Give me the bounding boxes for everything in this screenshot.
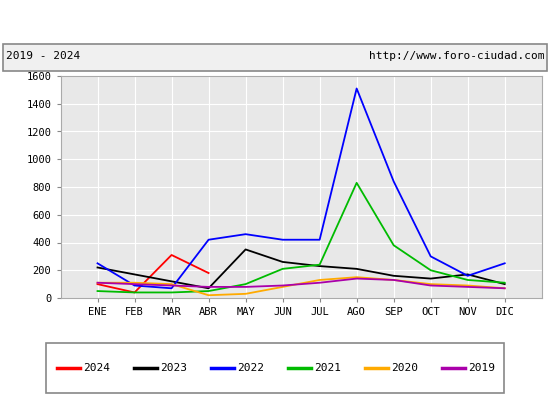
Text: 2019: 2019 xyxy=(469,363,496,373)
Text: 2024: 2024 xyxy=(84,363,111,373)
Text: 2019 - 2024: 2019 - 2024 xyxy=(6,52,80,62)
Text: 2021: 2021 xyxy=(315,363,342,373)
Text: Evolucion Nº Turistas Nacionales en el municipio de Jaramillo de la Fuente: Evolucion Nº Turistas Nacionales en el m… xyxy=(29,14,521,28)
Text: 2020: 2020 xyxy=(392,363,419,373)
Text: 2023: 2023 xyxy=(161,363,188,373)
Text: http://www.foro-ciudad.com: http://www.foro-ciudad.com xyxy=(369,52,544,62)
FancyBboxPatch shape xyxy=(3,44,547,70)
FancyBboxPatch shape xyxy=(46,343,504,393)
Text: 2022: 2022 xyxy=(238,363,265,373)
